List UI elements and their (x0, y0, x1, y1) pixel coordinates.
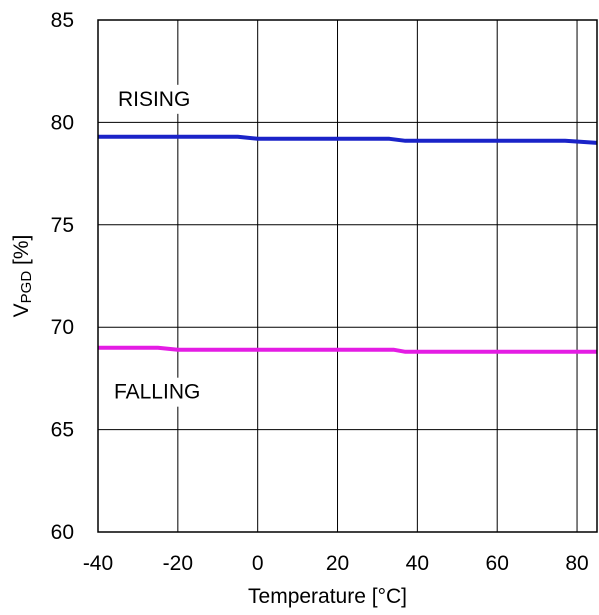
y-tick-label: 60 (51, 521, 74, 544)
y-axis-title-main: V (10, 303, 33, 317)
series-line-falling (98, 345, 597, 354)
y-tick-label: 80 (51, 111, 74, 134)
y-axis-title: VPGD [%] (10, 235, 35, 318)
x-tick-label: 20 (326, 552, 349, 575)
x-tick-label: -20 (163, 552, 193, 575)
x-tick-label: -40 (83, 552, 113, 575)
x-tick-label: 40 (406, 552, 429, 575)
annotation-background (107, 377, 207, 407)
plot-frame (97, 19, 598, 533)
series-annotation-label: RISING (118, 88, 190, 111)
annotation-background (111, 84, 197, 114)
series-annotation-label: FALLING (114, 381, 200, 404)
grid-lines (98, 20, 597, 532)
series-line-rising (98, 134, 598, 145)
y-tick-label: 85 (51, 9, 74, 32)
y-axis-title-subscript: PGD (18, 271, 35, 304)
y-axis-title-suffix: [%] (10, 235, 33, 271)
tick-labels: -40 -20 0 20 40 60 80 60 65 70 75 80 85 (51, 9, 589, 575)
x-tick-label: 60 (486, 552, 509, 575)
y-tick-label: 75 (51, 214, 74, 237)
x-tick-label: 0 (252, 552, 264, 575)
y-tick-label: 70 (51, 316, 74, 339)
x-tick-label: 80 (565, 552, 588, 575)
y-tick-label: 65 (51, 419, 74, 442)
series-lines (98, 134, 598, 354)
annotations: RISING FALLING (107, 84, 207, 407)
x-axis-title: Temperature [°C] (248, 585, 407, 608)
